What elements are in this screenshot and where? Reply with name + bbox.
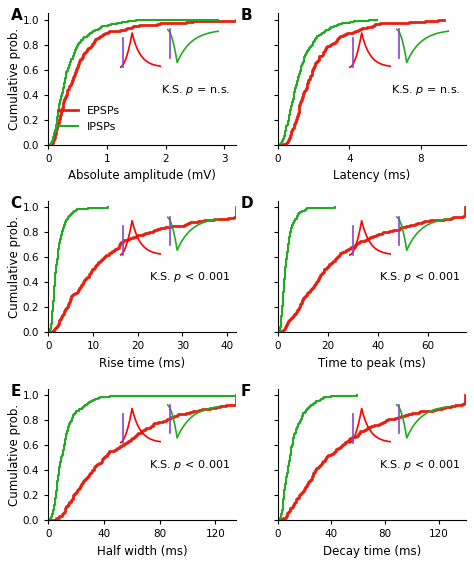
Legend: EPSPs, IPSPs: EPSPs, IPSPs	[54, 102, 125, 136]
Text: B: B	[240, 8, 252, 23]
Text: K.S. $\it{p}$ < 0.001: K.S. $\it{p}$ < 0.001	[379, 458, 460, 472]
X-axis label: Latency (ms): Latency (ms)	[333, 169, 410, 182]
Text: A: A	[11, 8, 22, 23]
Text: F: F	[240, 384, 251, 398]
Text: K.S. $\it{p}$ < 0.001: K.S. $\it{p}$ < 0.001	[149, 458, 230, 472]
X-axis label: Absolute amplitude (mV): Absolute amplitude (mV)	[68, 169, 216, 182]
X-axis label: Rise time (ms): Rise time (ms)	[99, 357, 185, 370]
X-axis label: Time to peak (ms): Time to peak (ms)	[318, 357, 426, 370]
Y-axis label: Cumulative prob.: Cumulative prob.	[9, 216, 21, 318]
Text: E: E	[11, 384, 21, 398]
X-axis label: Half width (ms): Half width (ms)	[97, 544, 188, 558]
Text: K.S. $\it{p}$ = n.s.: K.S. $\it{p}$ = n.s.	[161, 83, 230, 97]
Y-axis label: Cumulative prob.: Cumulative prob.	[9, 28, 21, 130]
X-axis label: Decay time (ms): Decay time (ms)	[323, 544, 421, 558]
Text: K.S. $\it{p}$ = n.s.: K.S. $\it{p}$ = n.s.	[391, 83, 460, 97]
Text: D: D	[240, 196, 253, 211]
Y-axis label: Cumulative prob.: Cumulative prob.	[9, 404, 21, 505]
Text: K.S. $\it{p}$ < 0.001: K.S. $\it{p}$ < 0.001	[379, 270, 460, 284]
Text: K.S. $\it{p}$ < 0.001: K.S. $\it{p}$ < 0.001	[149, 270, 230, 284]
Text: C: C	[11, 196, 22, 211]
